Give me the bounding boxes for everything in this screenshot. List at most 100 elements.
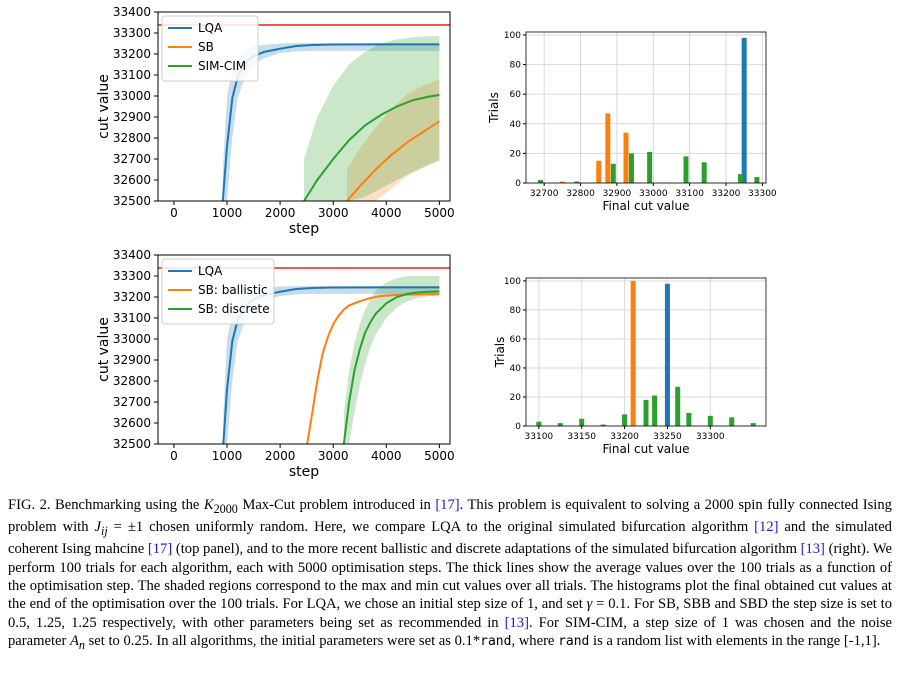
legend-label: SIM-CIM	[198, 59, 246, 73]
bar-0	[664, 283, 670, 426]
y-tick-label: 100	[504, 277, 521, 287]
bar-2	[610, 163, 616, 183]
x-axis-label: Final cut value	[603, 442, 690, 456]
y-tick-label: 32700	[113, 395, 151, 409]
x-tick-label: 4000	[371, 449, 402, 463]
bar-2	[538, 180, 544, 183]
y-tick-label: 80	[510, 306, 522, 316]
x-tick-label: 0	[170, 206, 178, 220]
y-tick-label: 33100	[113, 311, 151, 325]
y-tick-label: 0	[515, 422, 521, 432]
bar-2	[738, 174, 744, 183]
x-tick-label: 3000	[318, 206, 349, 220]
y-tick-label: 32500	[113, 194, 151, 208]
bar-1	[630, 280, 636, 426]
plot-frame	[157, 254, 451, 445]
x-tick-label: 4000	[371, 206, 402, 220]
bar-2	[701, 162, 707, 183]
y-tick-label: 33000	[113, 89, 151, 103]
x-tick-label: 0	[170, 449, 178, 463]
series-line-2	[303, 93, 440, 201]
bar-1	[559, 181, 565, 183]
series-line-2	[342, 290, 440, 444]
x-tick-label: 32800	[566, 189, 595, 199]
y-tick-label: 33300	[113, 269, 151, 283]
bar-2	[652, 395, 658, 426]
y-tick-label: 60	[510, 335, 522, 345]
y-tick-label: 60	[510, 90, 522, 100]
x-tick-label: 33250	[653, 432, 682, 442]
bar-2	[729, 417, 735, 426]
bar-2	[750, 423, 756, 426]
x-tick-label: 3000	[318, 449, 349, 463]
legend-label: SB	[198, 40, 214, 54]
bar-2	[675, 386, 681, 426]
x-tick-label: 33300	[696, 432, 725, 442]
y-tick-label: 33200	[113, 290, 151, 304]
bar-1	[605, 113, 611, 183]
y-tick-label: 100	[504, 31, 521, 41]
band-1	[347, 79, 440, 201]
x-tick-label: 32900	[603, 189, 632, 199]
x-tick-label: 33100	[525, 432, 554, 442]
y-tick-label: 40	[510, 364, 522, 374]
y-tick-label: 32600	[113, 416, 151, 430]
reference-link[interactable]: [12]	[754, 519, 779, 536]
bar-2	[579, 418, 585, 426]
x-tick-label: 33300	[748, 189, 777, 199]
bar-2	[600, 424, 606, 426]
x-axis-label: Final cut value	[603, 199, 690, 213]
y-tick-label: 40	[510, 120, 522, 130]
plot-frame	[157, 11, 451, 202]
bar-1	[596, 160, 602, 183]
bar-2	[574, 181, 580, 183]
y-tick-label: 32800	[113, 131, 151, 145]
y-tick-label: 33400	[113, 248, 151, 262]
x-tick-label: 33200	[610, 432, 639, 442]
y-tick-label: 32500	[113, 437, 151, 451]
bottom-histogram: 33100 33150 33200 33250 33300 0 20 40 60 80 100 Fin…	[480, 266, 780, 470]
reference-link[interactable]: [13]	[800, 541, 825, 558]
series-line-1	[346, 120, 440, 201]
x-tick-label: 33100	[675, 189, 704, 199]
y-tick-label: 80	[510, 61, 522, 71]
y-tick-label: 33200	[113, 47, 151, 61]
bar-2	[557, 423, 563, 426]
x-tick-label: 33150	[567, 432, 596, 442]
bar-1	[623, 132, 629, 183]
bar-2	[643, 399, 649, 426]
x-tick-label: 2000	[265, 206, 296, 220]
legend-label: LQA	[198, 264, 223, 278]
top-histogram: 32700 32800 32900 33000 33100 33200 33300 0 20 40…	[480, 20, 780, 224]
legend-box	[161, 258, 275, 325]
reference-link[interactable]: [13]	[504, 614, 529, 631]
x-tick-label: 33000	[639, 189, 668, 199]
legend-label: LQA	[198, 21, 223, 35]
x-tick-label: 32700	[530, 189, 559, 199]
plot-frame	[525, 277, 767, 427]
bar-2	[754, 177, 760, 183]
y-axis-label: cut value	[96, 74, 112, 139]
y-tick-label: 33000	[113, 332, 151, 346]
bottom-line-chart-svg: 0 1000 2000 3000 4000 5000 32500 32600 32700 3280…	[96, 248, 455, 480]
top-line-chart-svg: 0 1000 2000 3000 4000 5000 32500 32600 32700 3280…	[96, 5, 455, 237]
x-tick-label: 1000	[212, 449, 243, 463]
reference-link[interactable]: [17]	[147, 541, 173, 558]
bar-2	[686, 412, 692, 426]
y-tick-label: 33100	[113, 68, 151, 82]
legend-label: SB: ballistic	[198, 283, 268, 297]
legend-label: SB: discrete	[198, 302, 270, 316]
bar-2	[707, 415, 713, 426]
plot-frame	[525, 31, 767, 184]
bar-2	[628, 153, 634, 183]
y-tick-label: 32700	[113, 152, 151, 166]
x-tick-label: 5000	[424, 449, 455, 463]
x-axis-label: step	[289, 221, 319, 237]
y-tick-label: 32900	[113, 110, 151, 124]
reference-link[interactable]: [17]	[435, 497, 460, 513]
band-2	[304, 36, 440, 201]
bar-2	[622, 414, 628, 426]
legend: LQA SB SIM-CIM	[161, 15, 259, 82]
y-tick-label: 33400	[113, 5, 151, 19]
bottom-histogram-svg: 33100 33150 33200 33250 33300 0 20 40 60 80 100 Fin…	[493, 277, 767, 456]
